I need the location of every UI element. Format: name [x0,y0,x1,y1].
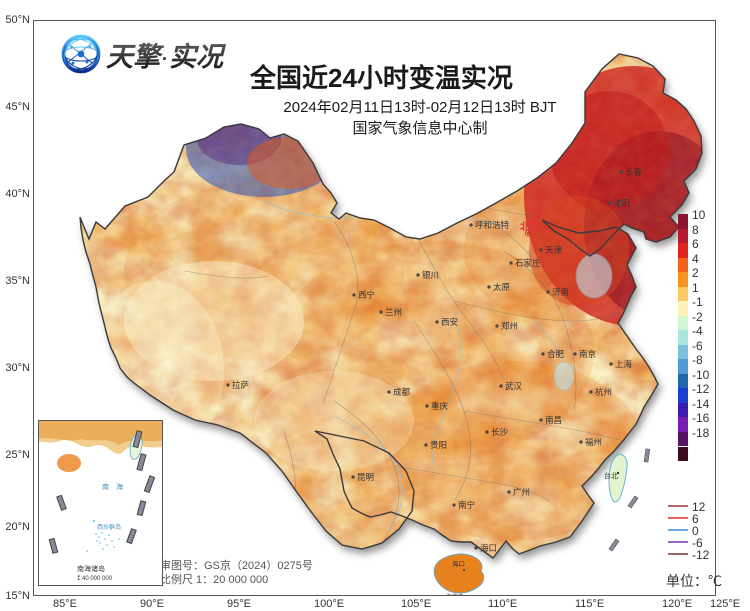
svg-text:太原: 太原 [493,282,510,292]
svg-text:南海诸岛: 南海诸岛 [77,564,105,573]
svg-text:海口: 海口 [452,559,465,568]
svg-text:广州: 广州 [513,487,530,497]
svg-text:重庆: 重庆 [431,401,449,411]
svg-text:南 海: 南 海 [102,482,123,491]
svg-text:上海: 上海 [615,359,633,369]
svg-text:杭州: 杭州 [595,387,612,397]
svg-text:南京: 南京 [579,349,596,359]
svg-text:天津: 天津 [545,245,563,255]
svg-text:昆明: 昆明 [357,472,374,482]
svg-text:1:40 000 000: 1:40 000 000 [77,576,113,582]
svg-text:贵阳: 贵阳 [430,440,447,450]
svg-text:北京: 北京 [520,220,540,233]
svg-text:西宁: 西宁 [358,290,375,300]
svg-text:石家庄: 石家庄 [515,258,541,268]
svg-text:合肥: 合肥 [547,349,565,359]
svg-text:银川: 银川 [422,270,439,280]
svg-text:南宁: 南宁 [458,500,475,510]
svg-text:郑州: 郑州 [501,321,518,331]
svg-text:南昌: 南昌 [545,415,562,425]
svg-text:拉萨: 拉萨 [232,380,250,390]
svg-text:沈阳: 沈阳 [613,198,630,208]
svg-text:西沙群岛: 西沙群岛 [97,523,121,531]
svg-text:台北: 台北 [604,471,618,480]
svg-text:兰州: 兰州 [385,307,402,317]
svg-text:长春: 长春 [625,167,643,177]
svg-text:西安: 西安 [441,317,458,327]
svg-text:济南: 济南 [552,287,569,297]
svg-text:呼和浩特: 呼和浩特 [475,220,510,230]
svg-text:海口: 海口 [480,543,497,553]
svg-text:天擎·实况: 天擎·实况 [106,42,227,72]
svg-text:长沙: 长沙 [491,427,509,437]
svg-text:海南岛: 海南岛 [446,593,464,596]
svg-text:成都: 成都 [393,387,411,397]
svg-text:福州: 福州 [585,437,602,447]
svg-text:武汉: 武汉 [505,381,523,391]
